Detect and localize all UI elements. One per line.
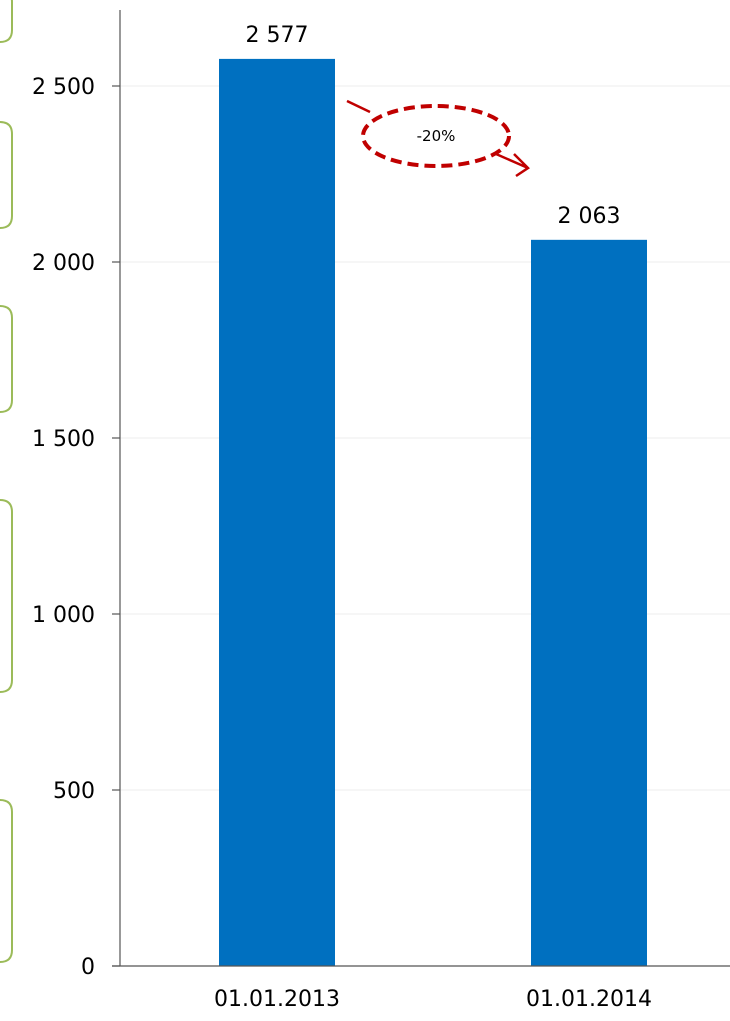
bars	[219, 58, 647, 967]
bar	[219, 58, 335, 967]
y-tick-label: 1 500	[32, 427, 95, 452]
x-tick-label: 01.01.2014	[526, 987, 652, 1012]
left-edge-decor	[0, 0, 13, 963]
data-label: 2 063	[558, 204, 621, 229]
x-tick-labels: 01.01.2013 01.01.2014	[214, 987, 652, 1012]
annotation-connector	[346, 99, 371, 114]
y-tick-label: 2 000	[32, 251, 95, 276]
change-annotation: -20%	[346, 99, 530, 178]
y-tick-label: 2 500	[32, 75, 95, 100]
data-label: 2 577	[246, 23, 309, 48]
annotation-label: -20%	[417, 127, 456, 145]
x-tick-label: 01.01.2013	[214, 987, 340, 1012]
data-labels: 2 577 2 063	[246, 23, 621, 229]
annotation-ellipse	[361, 104, 511, 168]
bar	[531, 239, 647, 967]
annotation-arrow-icon	[495, 152, 530, 178]
y-tick-label: 500	[53, 779, 95, 804]
y-tick-label: 0	[81, 955, 95, 980]
y-tick-label: 1 000	[32, 603, 95, 628]
y-tick-labels: 0 500 1 000 1 500 2 000 2 500	[32, 75, 95, 980]
